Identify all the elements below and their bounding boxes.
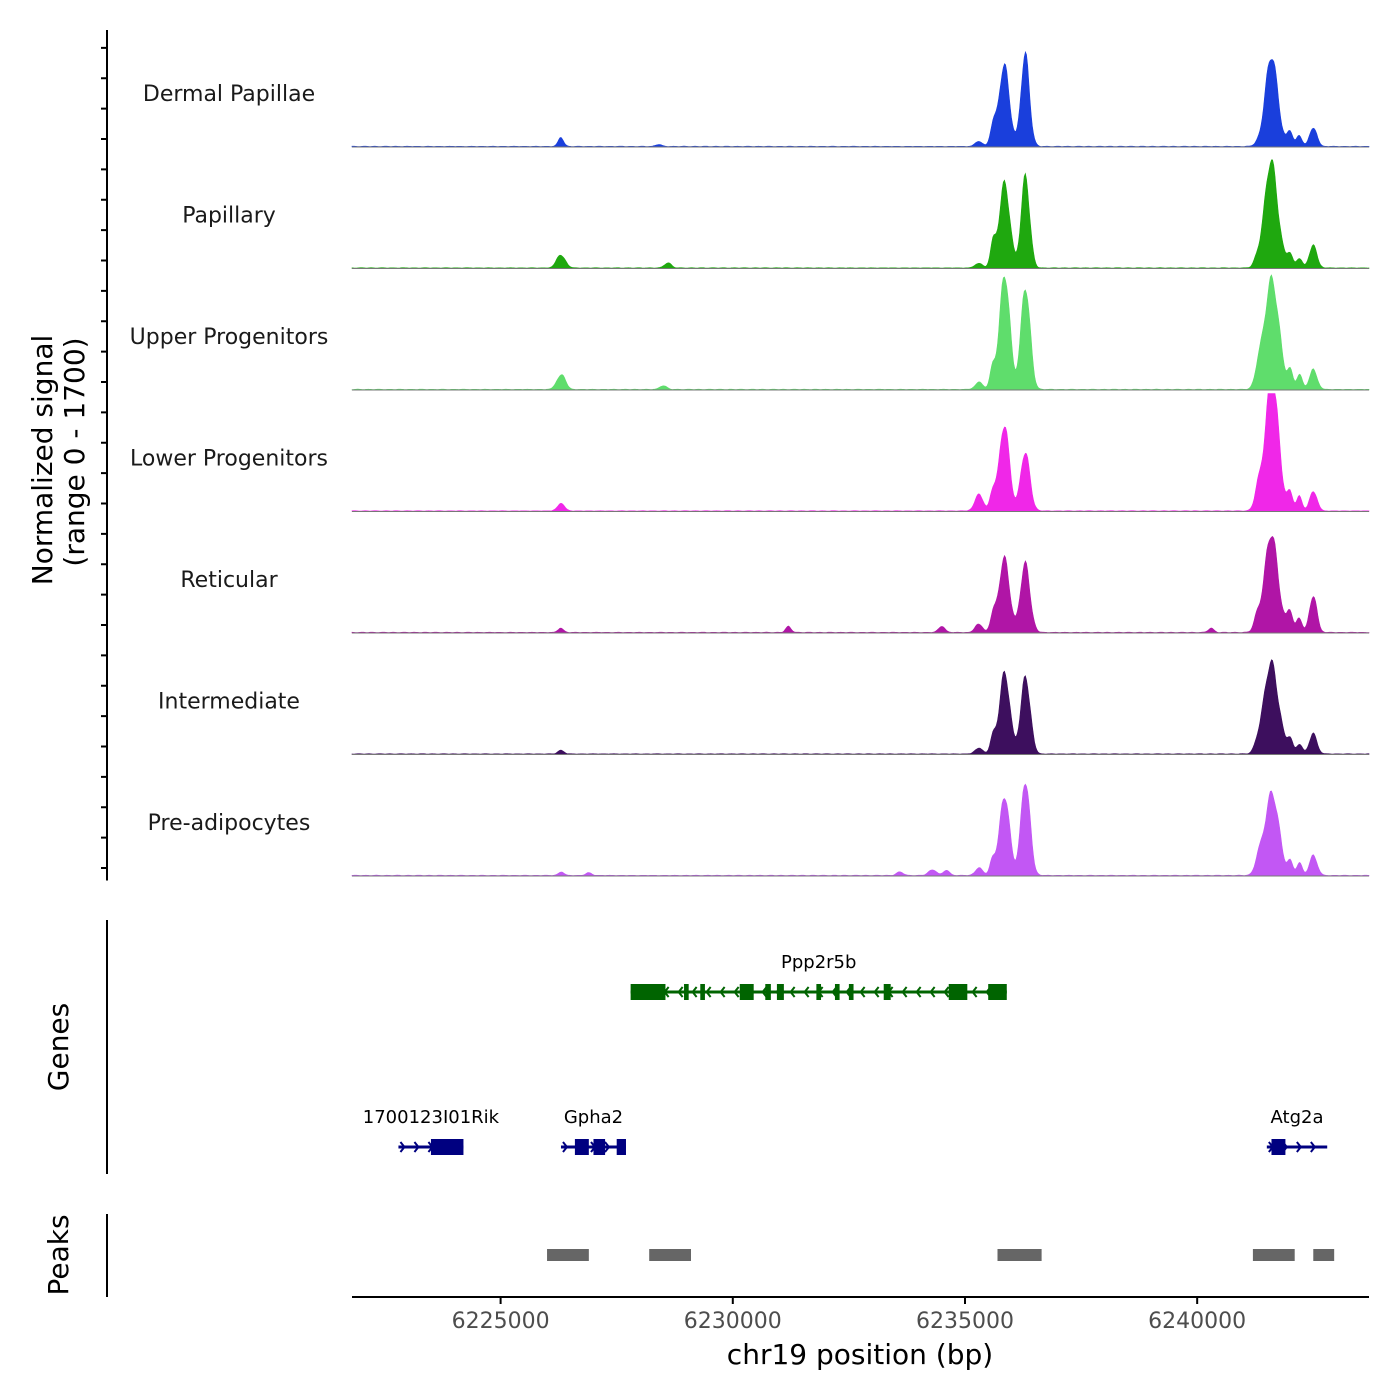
strand-arrow <box>691 986 698 998</box>
x-axis-title: chr19 position (bp) <box>727 1338 993 1371</box>
track-label: Lower Progenitors <box>130 447 328 472</box>
exon <box>834 984 840 1000</box>
exon <box>630 984 666 1000</box>
coverage-tracks: Dermal Papillae Papillary Upper Progenitor… <box>101 30 1370 881</box>
track-label: Upper Progenitors <box>130 325 329 350</box>
track-label: Dermal Papillae <box>143 82 315 107</box>
coverage-area <box>351 393 1370 512</box>
exon <box>574 1139 589 1155</box>
coverage-track-reticular: Reticular <box>180 535 1370 634</box>
strand-arrow <box>929 986 936 998</box>
gene-1700123i01rik: 1700123I01Rik <box>363 1107 500 1155</box>
x-tick-label: 6240000 <box>1148 1309 1246 1334</box>
exon <box>848 984 854 1000</box>
gene-label: Gpha2 <box>564 1107 623 1128</box>
x-axis: chr19 position (bp) 6225000 6230000 623500… <box>352 1296 1369 1371</box>
gene-label: Ppp2r5b <box>781 952 856 973</box>
gene-gpha2: Gpha2 <box>560 1107 626 1155</box>
exon <box>883 984 891 1000</box>
strand-arrow <box>399 1141 406 1153</box>
strand-arrow <box>562 1141 569 1153</box>
strand-arrow <box>859 986 866 998</box>
strand-arrow <box>761 986 768 998</box>
strand-arrow <box>705 986 712 998</box>
peak-region <box>547 1249 589 1261</box>
y-axis-title: Normalized signal (range 0 - 1700) <box>26 335 91 586</box>
strand-arrow <box>604 1141 611 1153</box>
coverage-track-pre-adipocytes: Pre-adipocytes <box>148 783 1370 877</box>
strand-arrow <box>413 1141 420 1153</box>
exon <box>684 984 689 1000</box>
exon <box>816 984 822 1000</box>
coverage-area <box>351 159 1370 269</box>
exon <box>765 984 771 1000</box>
coverage-area <box>351 783 1370 877</box>
exon <box>593 1139 606 1155</box>
genes-track-label: Genes <box>42 1003 75 1091</box>
strand-arrow <box>1310 1141 1317 1153</box>
strand-arrow <box>943 986 950 998</box>
exon <box>948 984 968 1000</box>
peaks-track-label: Peaks <box>42 1214 75 1295</box>
exon <box>1271 1139 1286 1155</box>
x-tick-label: 6235000 <box>916 1309 1014 1334</box>
strand-arrow <box>1296 1141 1303 1153</box>
track-label: Reticular <box>180 568 278 593</box>
gene-ppp2r5b: Ppp2r5b <box>630 952 1007 1000</box>
strand-arrow <box>901 986 908 998</box>
coverage-area <box>351 535 1370 634</box>
strand-arrow <box>733 986 740 998</box>
y-axis-title-line2: (range 0 - 1700) <box>58 337 91 566</box>
exon <box>988 984 1007 1000</box>
track-label: Papillary <box>182 204 276 229</box>
exon <box>430 1139 464 1155</box>
strand-arrow <box>677 986 684 998</box>
coverage-area <box>351 274 1370 391</box>
gene-label: 1700123I01Rik <box>363 1107 500 1128</box>
exon <box>700 984 705 1000</box>
coverage-track-lower-progenitors: Lower Progenitors <box>130 393 1370 512</box>
gene-atg2a: Atg2a <box>1266 1107 1328 1155</box>
coverage-track-upper-progenitors: Upper Progenitors <box>130 274 1370 391</box>
peak-region <box>1313 1249 1335 1261</box>
strand-arrow <box>719 986 726 998</box>
strand-arrow <box>971 986 978 998</box>
coverage-track-dermal-papillae: Dermal Papillae <box>143 50 1370 148</box>
strand-arrow <box>789 986 796 998</box>
track-label: Pre-adipocytes <box>148 811 311 836</box>
coverage-track-papillary: Papillary <box>182 159 1370 269</box>
strand-arrow <box>873 986 880 998</box>
coverage-area <box>351 50 1370 148</box>
peak-region <box>1252 1249 1295 1261</box>
strand-arrow <box>915 986 922 998</box>
coverage-track-intermediate: Intermediate <box>158 659 1370 755</box>
x-tick-label: 6225000 <box>452 1309 550 1334</box>
x-tick-label: 6230000 <box>684 1309 782 1334</box>
exon <box>616 1139 626 1155</box>
peaks-track: Peaks <box>42 1214 1335 1297</box>
peak-region <box>649 1249 691 1261</box>
exon <box>739 984 754 1000</box>
exon <box>776 984 784 1000</box>
gene-label: Atg2a <box>1271 1107 1324 1128</box>
track-label: Intermediate <box>158 690 300 715</box>
genes-track: Genes Ppp2r5b 1700123I01Rik Gpha2 Atg2a <box>42 920 1328 1174</box>
peak-region <box>997 1249 1042 1261</box>
strand-arrow <box>803 986 810 998</box>
y-axis-title-line1: Normalized signal <box>26 335 59 586</box>
coverage-area <box>351 659 1370 755</box>
